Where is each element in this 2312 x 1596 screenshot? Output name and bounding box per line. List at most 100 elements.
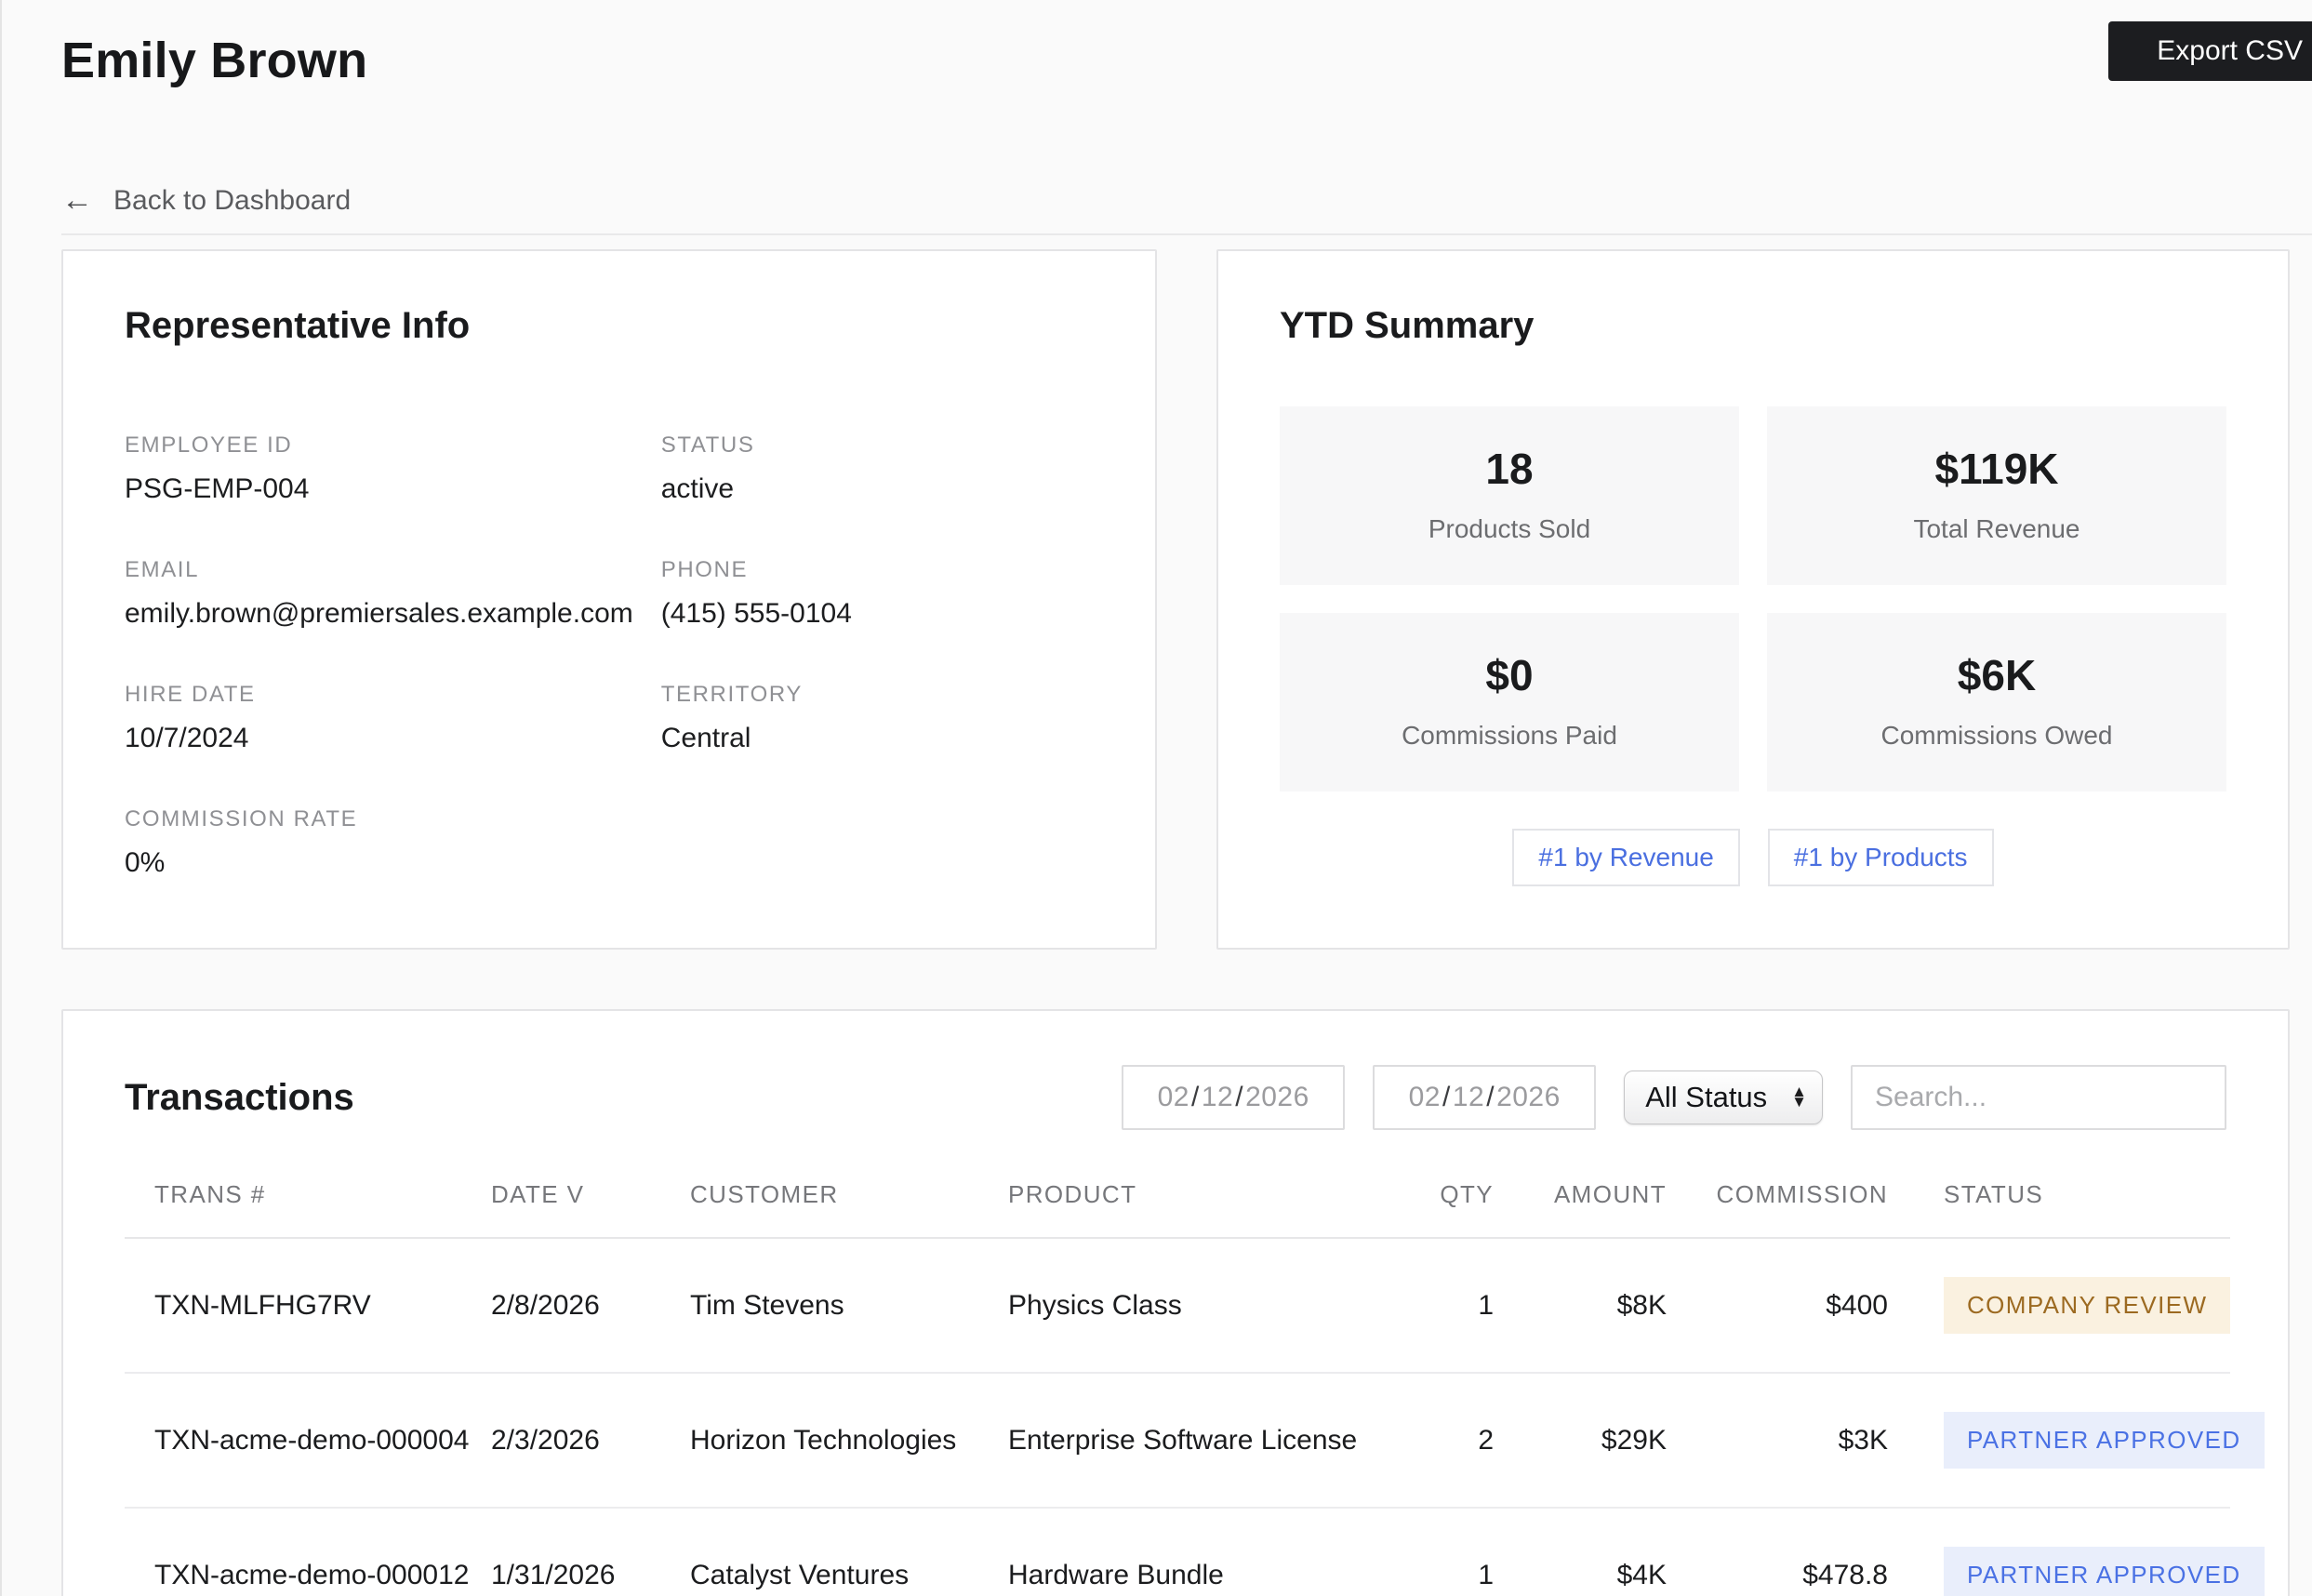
col-header-commission[interactable]: COMMISSION bbox=[1667, 1180, 1888, 1239]
transactions-title: Transactions bbox=[125, 1076, 354, 1118]
status-badge: COMPANY REVIEW bbox=[1944, 1277, 2231, 1334]
transactions-table: TRANS # DATE V CUSTOMER PRODUCT QTY AMOU… bbox=[125, 1180, 2265, 1596]
back-arrow-icon: ← bbox=[61, 182, 93, 218]
date-from-month: 02 bbox=[1157, 1082, 1189, 1112]
representative-info-grid: EMPLOYEE ID PSG-EMP-004 STATUS active EM… bbox=[125, 432, 1094, 879]
date-from-year: 2026 bbox=[1245, 1082, 1309, 1112]
back-to-dashboard-link[interactable]: ← Back to Dashboard bbox=[61, 182, 351, 219]
cell-amount: $29K bbox=[1494, 1373, 1667, 1509]
col-header-amount[interactable]: AMOUNT bbox=[1494, 1180, 1667, 1239]
header-divider bbox=[61, 233, 2312, 235]
date-to-month: 02 bbox=[1408, 1082, 1441, 1112]
table-row[interactable]: TXN-acme-demo-000012 1/31/2026 Catalyst … bbox=[125, 1508, 2265, 1596]
field-label: COMMISSION RATE bbox=[125, 806, 358, 831]
field-value: (415) 555-0104 bbox=[660, 598, 852, 629]
stat-value: $6K bbox=[1957, 651, 2037, 699]
date-separator: / bbox=[1235, 1082, 1244, 1112]
back-link-label: Back to Dashboard bbox=[113, 184, 352, 216]
field-phone: PHONE (415) 555-0104 bbox=[661, 557, 1094, 630]
field-value: 10/7/2024 bbox=[125, 723, 249, 753]
stat-label: Commissions Paid bbox=[1402, 721, 1617, 750]
representative-info-title: Representative Info bbox=[125, 305, 471, 346]
cell-status: COMPANY REVIEW bbox=[1888, 1238, 2231, 1374]
status-badge: PARTNER APPROVED bbox=[1944, 1547, 2265, 1596]
date-from-input[interactable]: 02/12/2026 bbox=[1122, 1065, 1346, 1130]
rank-badge-revenue[interactable]: #1 by Revenue bbox=[1512, 829, 1740, 886]
field-label: TERRITORY bbox=[660, 682, 803, 707]
col-header-date[interactable]: DATE V bbox=[491, 1180, 690, 1239]
col-header-trans[interactable]: TRANS # bbox=[125, 1180, 491, 1239]
field-email: EMAIL emily.brown@premiersales.example.c… bbox=[125, 557, 633, 630]
date-to-input[interactable]: 02/12/2026 bbox=[1373, 1065, 1597, 1130]
cell-customer: Tim Stevens bbox=[690, 1238, 1008, 1374]
cell-trans: TXN-acme-demo-000012 bbox=[154, 1559, 470, 1590]
status-badge: PARTNER APPROVED bbox=[1944, 1412, 2265, 1469]
field-label: STATUS bbox=[660, 432, 755, 458]
page-title: Emily Brown bbox=[61, 33, 368, 88]
stat-commissions-paid: $0 Commissions Paid bbox=[1280, 613, 1739, 791]
field-employee-id: EMPLOYEE ID PSG-EMP-004 bbox=[125, 432, 633, 505]
ytd-stats-grid: 18 Products Sold $119K Total Revenue $0 … bbox=[1280, 406, 2226, 791]
date-separator: / bbox=[1442, 1082, 1451, 1112]
cell-qty: 2 bbox=[1412, 1373, 1494, 1509]
cell-product: Enterprise Software License bbox=[1008, 1373, 1412, 1509]
field-value: active bbox=[660, 473, 735, 504]
summary-cards-row: Representative Info EMPLOYEE ID PSG-EMP-… bbox=[61, 249, 2290, 950]
cell-trans: TXN-acme-demo-000004 bbox=[125, 1373, 491, 1509]
select-caret-icon: ▲ ▼ bbox=[1791, 1083, 1807, 1111]
date-separator: / bbox=[1486, 1082, 1495, 1112]
ytd-summary-card: YTD Summary 18 Products Sold $119K Total… bbox=[1216, 249, 2290, 950]
table-header-row: TRANS # DATE V CUSTOMER PRODUCT QTY AMOU… bbox=[125, 1180, 2230, 1239]
search-input[interactable] bbox=[1851, 1065, 2226, 1130]
cell-customer: Catalyst Ventures bbox=[690, 1559, 910, 1590]
cell-status: PARTNER APPROVED bbox=[1888, 1373, 2265, 1509]
status-filter-select[interactable]: All Status ▲ ▼ bbox=[1624, 1071, 1823, 1124]
date-to-year: 2026 bbox=[1496, 1082, 1561, 1112]
col-header-customer[interactable]: CUSTOMER bbox=[690, 1180, 1008, 1239]
table-row[interactable]: TXN-MLFHG7RV 2/8/2026 Tim Stevens Physic… bbox=[125, 1238, 2231, 1374]
cell-amount: $8K bbox=[1494, 1238, 1667, 1374]
transactions-card: Transactions 02/12/2026 02/12/2026 All S… bbox=[61, 1009, 2290, 1596]
field-territory: TERRITORY Central bbox=[661, 682, 1094, 754]
field-value: 0% bbox=[125, 847, 166, 878]
stat-value: 18 bbox=[1485, 445, 1534, 493]
status-select-value: All Status bbox=[1645, 1081, 1768, 1113]
cell-trans: TXN-MLFHG7RV bbox=[125, 1238, 491, 1374]
field-value: PSG-EMP-004 bbox=[125, 473, 310, 504]
stat-total-revenue: $119K Total Revenue bbox=[1767, 406, 2226, 585]
stat-products-sold: 18 Products Sold bbox=[1280, 406, 1739, 585]
cell-commission: $478.8 bbox=[1802, 1559, 1888, 1590]
export-csv-button[interactable]: Export CSV bbox=[2108, 21, 2312, 81]
cell-commission: $400 bbox=[1667, 1238, 1888, 1374]
cell-product: Physics Class bbox=[1008, 1238, 1412, 1374]
date-from-day: 12 bbox=[1201, 1082, 1234, 1112]
field-label: EMAIL bbox=[125, 557, 200, 582]
stat-label: Commissions Owed bbox=[1880, 721, 2113, 750]
field-label: PHONE bbox=[660, 557, 749, 582]
cell-amount: $4K bbox=[1616, 1559, 1667, 1590]
cell-customer: Horizon Technologies bbox=[690, 1373, 1008, 1509]
field-commission-rate: COMMISSION RATE 0% bbox=[125, 806, 633, 879]
col-header-qty[interactable]: QTY bbox=[1412, 1180, 1494, 1239]
date-to-day: 12 bbox=[1452, 1082, 1485, 1112]
field-label: HIRE DATE bbox=[125, 682, 256, 707]
transactions-filters: 02/12/2026 02/12/2026 All Status ▲ ▼ bbox=[1122, 1065, 2226, 1130]
field-status: STATUS active bbox=[661, 432, 1094, 505]
cell-status: PARTNER APPROVED bbox=[1888, 1508, 2265, 1596]
field-hire-date: HIRE DATE 10/7/2024 bbox=[125, 682, 633, 754]
stat-value: $119K bbox=[1934, 445, 2059, 493]
col-header-status[interactable]: STATUS bbox=[1888, 1180, 2230, 1239]
table-row[interactable]: TXN-acme-demo-000004 2/3/2026 Horizon Te… bbox=[125, 1373, 2265, 1509]
col-header-product[interactable]: PRODUCT bbox=[1008, 1180, 1412, 1239]
cell-date: 2/3/2026 bbox=[491, 1373, 690, 1509]
representative-info-card: Representative Info EMPLOYEE ID PSG-EMP-… bbox=[61, 249, 1157, 950]
cell-qty: 1 bbox=[1412, 1238, 1494, 1374]
rank-badges-row: #1 by Revenue #1 by Products bbox=[1280, 829, 2226, 886]
cell-qty: 1 bbox=[1478, 1559, 1494, 1590]
cell-date: 1/31/2026 bbox=[491, 1559, 616, 1590]
rank-badge-products[interactable]: #1 by Products bbox=[1767, 829, 1994, 886]
field-label: EMPLOYEE ID bbox=[125, 432, 293, 458]
field-value: Central bbox=[660, 723, 751, 753]
